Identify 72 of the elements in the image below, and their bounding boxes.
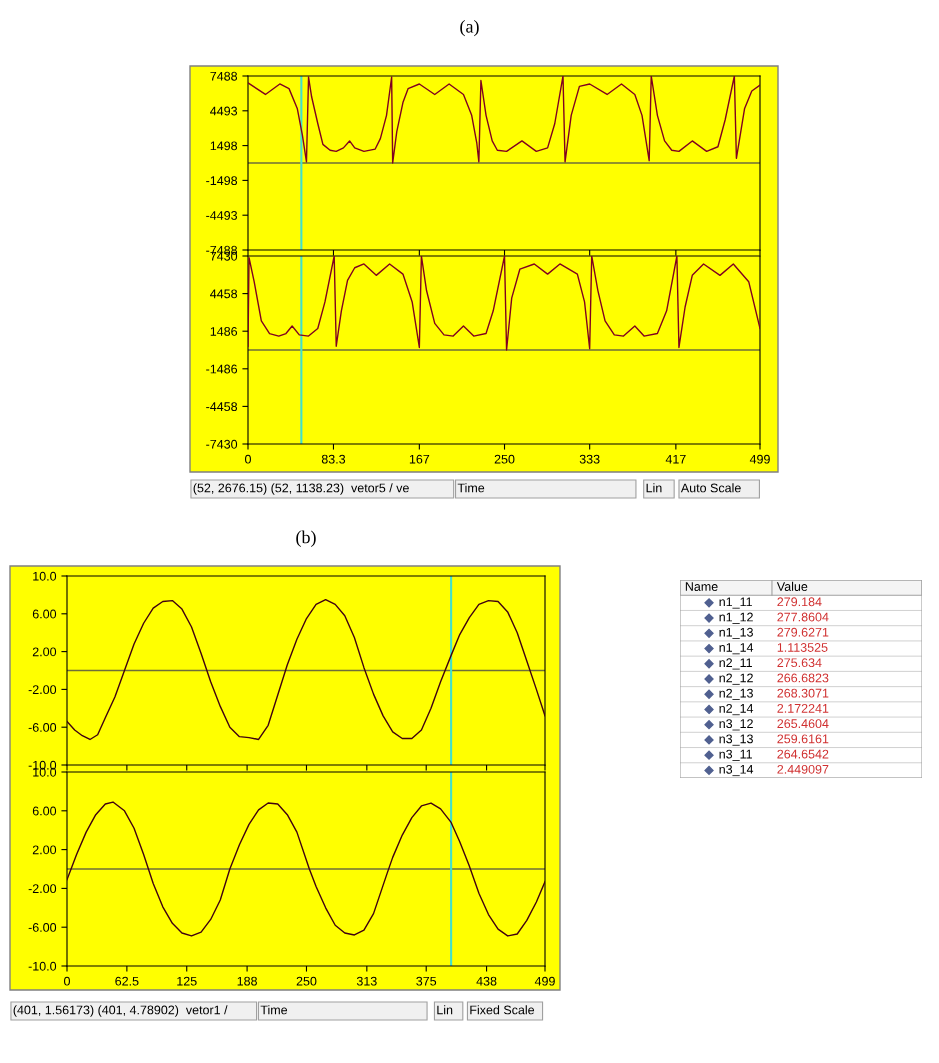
text: (401, 1.56173) (401, 4.78902) vetor1 / [13,1005,228,1017]
x-tick-label: 0 [245,454,251,464]
y-tick-label: -1498 [206,176,238,186]
y-tick-label: -7430 [206,439,238,449]
y-tick-label: 2.00 [32,845,57,855]
data-label: 275.634 [777,658,822,668]
text: Name [685,582,718,591]
y-tick-label: 2.00 [32,647,57,657]
text: Value [776,581,808,591]
category-label: n2_13 [719,688,753,700]
data-label: 2.449097 [777,764,829,774]
data-label: 2.172241 [777,703,829,713]
x-tick-label: 83.3 [321,454,346,464]
chart-title: (b) [296,530,316,547]
y-tick-label: 6.00 [32,609,57,619]
x-tick-label: 250 [296,976,317,986]
y-tick-label: -2.00 [28,685,57,695]
y-tick-label: 1498 [210,141,238,151]
y-tick-label: 10.0 [33,571,57,581]
data-label: 266.6823 [777,673,829,683]
category-label: n2_14 [719,703,754,716]
x-tick-label: 375 [416,976,437,986]
text: Auto Scale [680,483,741,493]
x-tick-label: 438 [476,976,497,986]
category-label: n1_14 [719,643,754,655]
data-label: 259.6161 [777,734,829,744]
x-tick-label: 499 [749,454,770,464]
data-label: 279.6271 [777,627,829,637]
x-tick-label: 313 [356,976,377,986]
y-tick-label: -4493 [206,211,238,220]
x-tick-label: 333 [579,454,600,464]
y-tick-label: 1486 [210,327,238,336]
data-label: 265.4604 [777,719,829,729]
data-label: 264.6542 [777,749,829,759]
y-tick-label: 6.00 [32,806,57,816]
x-tick-label: 250 [494,454,515,464]
category-label: n3_14 [719,764,754,777]
y-tick-label: 4493 [210,106,238,116]
text: Lin [646,483,662,493]
data-label: 1.113525 [777,643,828,652]
text: Lin [437,1005,453,1015]
x-tick-label: 188 [237,976,257,986]
y-tick-label: -6.00 [28,923,57,932]
text: Time [457,483,485,493]
x-tick-label: 417 [665,454,686,464]
category-label: n3_13 [719,734,753,746]
chart-title: (a) [460,19,479,37]
category-label: n1_11 [719,597,752,609]
x-tick-label: 167 [409,454,430,464]
category-label: n3_11 [719,749,752,761]
category-label: n2_11 [719,658,752,670]
text: Fixed Scale [470,1005,535,1015]
category-label: n1_13 [719,627,753,640]
y-tick-label: -6.00 [28,723,57,732]
x-tick-label: 499 [534,976,555,986]
text: (52, 2676.15) (52, 1138.23) vetor5 / ve [193,483,409,495]
data-label: 277.8604 [777,612,829,622]
category-label: n3_12 [719,719,753,731]
data-label: 279.184 [777,597,822,607]
category-label: n2_12 [719,673,753,685]
x-tick-label: 0 [64,976,70,986]
y-tick-label: 7488 [210,71,238,81]
category-label: n1_12 [719,612,753,624]
y-tick-label: -4458 [206,402,238,412]
y-tick-label: -2.00 [28,884,57,894]
x-tick-label: 125 [177,976,197,986]
x-tick-label: 62.5 [115,976,139,986]
text: Time [260,1005,288,1015]
data-label: 268.3071 [777,688,829,698]
y-tick-label: 4458 [210,289,238,299]
y-tick-label: -1486 [206,364,238,374]
y-tick-label: -10.0 [28,961,57,971]
